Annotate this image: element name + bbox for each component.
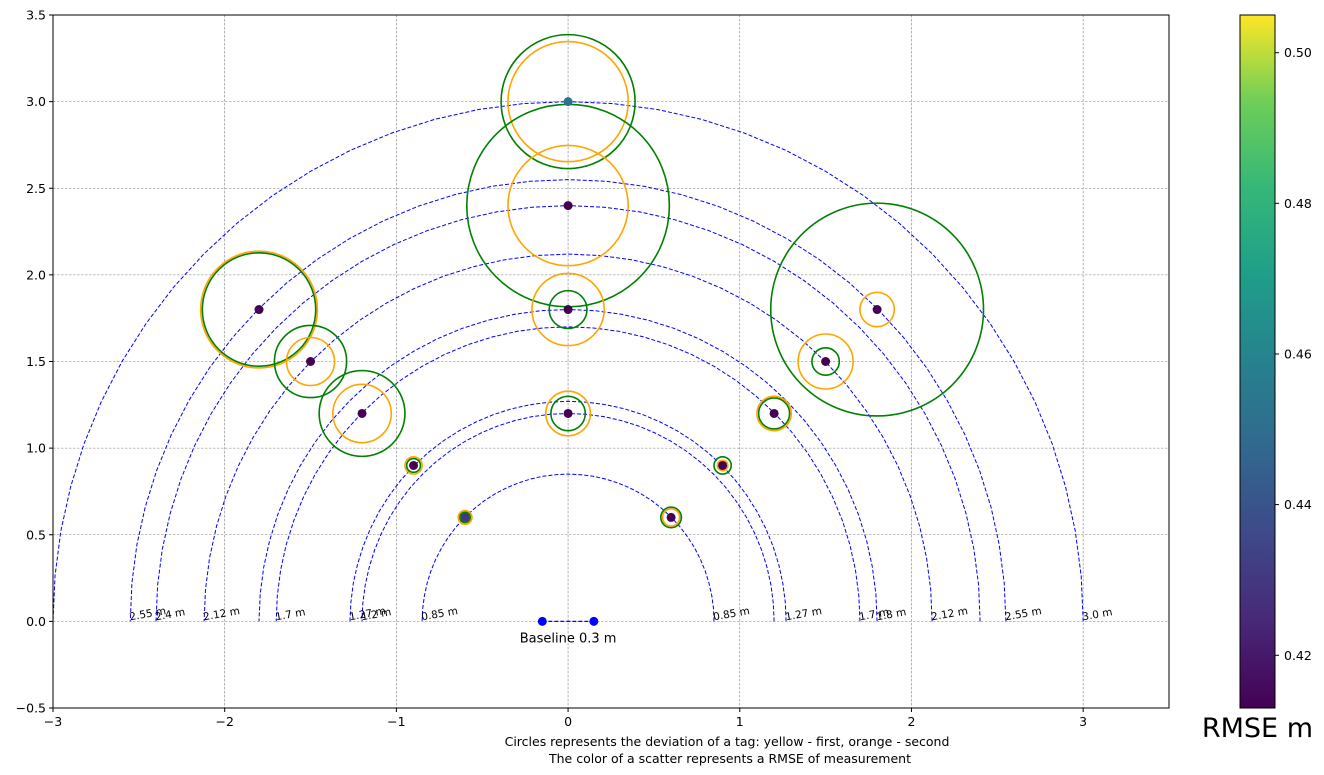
scatter-point-9	[872, 305, 882, 315]
x-axis-caption-line-1: Circles represents the deviation of a ta…	[505, 734, 950, 749]
deviation-circles	[199, 33, 985, 529]
deviation-first-circle-13	[659, 506, 683, 529]
baseline	[537, 616, 599, 626]
deviation-second-circle-9	[859, 291, 896, 328]
colorbar-gradient	[1239, 14, 1276, 709]
ring-label-right-5: 2.12 m	[930, 605, 968, 623]
ring-label-left-3: 1.7 m	[274, 606, 306, 623]
deviation-second-circle-8	[457, 509, 473, 526]
ring-label-left-1: 1.2 m	[360, 606, 392, 623]
scatter-point-11	[769, 408, 779, 418]
grid	[52, 14, 1169, 709]
colorbar-tick-label-2: 0.46	[1284, 346, 1312, 361]
y-tick-label-0: −0.5	[16, 701, 46, 716]
ring-label-right-4: 1.8 m	[875, 606, 907, 623]
ring-label-right-2: 1.27 m	[784, 605, 822, 623]
deviation-first-circle-3	[550, 395, 587, 432]
ring-label-right-8: 3.0 m	[1081, 606, 1113, 623]
deviation-second-circle-7	[404, 456, 423, 475]
baseline-anchor-0	[537, 616, 547, 626]
deviation-first-circle-11	[757, 397, 791, 430]
ring-label-left-6: 2.4 m	[154, 606, 186, 623]
plot-area	[53, 33, 1084, 626]
x-tick-label-5: 2	[907, 714, 915, 729]
scatter-point-5	[306, 357, 316, 366]
y-tick-label-5: 2.0	[26, 267, 46, 282]
ring-label-left-5: 2.12 m	[202, 605, 240, 623]
y-tick-label-2: 0.5	[26, 527, 46, 542]
deviation-second-circle-13	[661, 508, 681, 527]
baseline-anchor-1	[589, 616, 599, 626]
y-tick-label-7: 3.0	[26, 94, 46, 109]
scatter-point-13	[666, 512, 676, 522]
scatter-point-4	[254, 305, 264, 315]
deviation-first-circle-9	[769, 202, 985, 417]
deviation-first-circle-4	[201, 252, 317, 368]
distance-ring-5	[203, 253, 933, 622]
y-tick-label-3: 1.0	[26, 441, 46, 456]
deviation-second-circle-10	[797, 333, 854, 390]
deviation-second-circle-4	[199, 250, 319, 369]
baseline-label: Baseline 0.3 m	[520, 631, 617, 646]
distance-ring-7	[129, 179, 1007, 622]
deviation-first-circle-12	[713, 456, 733, 475]
colorbar-ticks: 0.42 0.44 0.46 0.48 0.50	[1275, 45, 1312, 663]
scatter-point-7	[409, 460, 419, 470]
deviation-second-circle-11	[756, 395, 793, 432]
colorbar: 0.42 0.44 0.46 0.48 0.50 RMSE m	[1202, 14, 1313, 744]
scatter-point-2	[563, 305, 573, 315]
y-tick-label-6: 2.5	[26, 181, 46, 196]
scatter-point-10	[821, 357, 831, 366]
y-tick-label-4: 1.5	[26, 354, 46, 369]
x-axis-ticks: −3 −2 −1 0 1 2 3	[44, 708, 1087, 729]
deviation-first-circle-5	[273, 324, 348, 399]
ring-label-right-0: 0.85 m	[712, 605, 750, 623]
x-axis-caption-line-2: The color of a scatter represents a RMSE…	[548, 751, 911, 766]
x-tick-label-2: −1	[387, 714, 405, 729]
deviation-second-circle-6	[332, 383, 393, 444]
x-tick-label-0: −3	[44, 714, 62, 729]
colorbar-tick-label-3: 0.48	[1284, 196, 1312, 211]
scatter-point-3	[563, 408, 573, 418]
deviation-second-circle-5	[285, 336, 336, 387]
x-tick-label-4: 1	[736, 714, 744, 729]
ring-label-right-3: 1.7 m	[858, 606, 890, 623]
distance-ring-0	[421, 473, 715, 622]
x-tick-label-6: 3	[1079, 714, 1087, 729]
ring-labels: 0.85 m 0.85 m1.2 m1.27 m 1.27 m1.7 m 1.7 m1…	[129, 605, 1114, 646]
deviation-second-circle-3	[544, 390, 592, 437]
scatter-point-0	[563, 97, 573, 107]
ring-label-left-0: 0.85 m	[420, 605, 458, 623]
colorbar-label: RMSE m	[1202, 713, 1313, 744]
deviation-second-circle-1	[507, 144, 629, 267]
scatter-point-12	[718, 460, 728, 470]
deviation-first-circle-2	[548, 289, 588, 330]
colorbar-tick-label-1: 0.44	[1284, 497, 1312, 512]
scatter-point-1	[563, 201, 573, 211]
colorbar-tick-label-4: 0.50	[1284, 45, 1312, 60]
y-tick-label-1: 0.0	[26, 614, 46, 629]
scatter-point-8	[460, 512, 470, 522]
deviation-second-circle-0	[507, 40, 629, 163]
deviation-first-circle-10	[811, 346, 841, 376]
x-tick-label-1: −2	[215, 714, 233, 729]
deviation-first-circle-8	[459, 511, 472, 524]
deviation-second-circle-2	[531, 272, 605, 347]
y-axis-ticks: −0.5 0.0 0.5 1.0 1.5 2.0 2.5 3.0 3.5	[16, 8, 53, 716]
scatter-points	[254, 97, 882, 522]
deviation-first-circle-6	[318, 369, 406, 458]
deviation-first-circle-7	[405, 457, 422, 474]
deviation-first-circle-0	[500, 33, 636, 170]
colorbar-tick-label-0: 0.42	[1284, 648, 1312, 663]
scatter-point-6	[357, 408, 367, 418]
y-tick-label-8: 3.5	[26, 8, 46, 23]
x-tick-label-3: 0	[564, 714, 572, 729]
distance-ring-2	[349, 400, 787, 622]
deviation-second-circle-12	[716, 459, 729, 472]
ring-label-right-7: 2.55 m	[1004, 605, 1042, 623]
